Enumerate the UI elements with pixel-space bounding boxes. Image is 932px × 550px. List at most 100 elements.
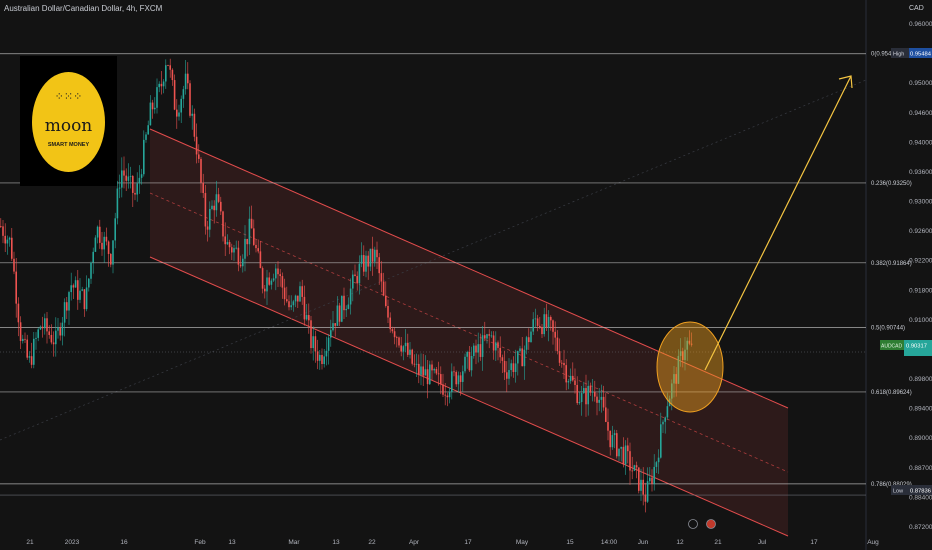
candle-body [605,407,607,422]
candle-body [314,336,317,352]
fib-level-label: 0.5(0.90744) [871,325,905,331]
candle-body [55,330,57,345]
candle-body [380,273,383,282]
candle-body [602,396,605,408]
candle-body [492,335,495,351]
x-tick-label: Jul [758,539,767,546]
y-tick-label: 0.88400 [909,494,932,501]
candle-body [649,477,651,482]
candle-body [323,356,325,365]
candle-body [118,187,121,189]
candle-body [13,258,15,272]
candle-body [222,211,224,237]
candle-body [611,435,614,448]
y-tick-label: 0.91000 [909,317,932,324]
candle-body [563,362,565,366]
candle-body [140,174,143,178]
candle-body [528,337,530,343]
candle-body [305,315,308,320]
candle-body [413,363,416,365]
candle-body [332,323,334,331]
candle-body [655,462,658,467]
candle-body [453,371,455,373]
candle-body [228,242,231,248]
candle-body [266,277,268,292]
high-marker-tag [891,48,909,58]
candle-body [358,263,361,284]
candle-body [497,342,499,348]
candle-body [644,494,647,502]
candle-body [365,255,367,272]
candle-body [149,102,152,126]
flag-event-icon [706,519,716,529]
moon-logo: ⁘⁙⁘ moon SMART MONEY [20,56,117,186]
x-tick-label: 21 [714,539,722,546]
candle-body [277,268,279,275]
low-marker-label: Low [893,489,903,495]
candle-body [431,364,433,371]
candle-body [466,352,468,357]
candle-body [334,323,336,326]
logo-name: moon [44,116,93,136]
candle-body [209,209,211,230]
candle-body [407,342,409,355]
candle-body [81,289,83,291]
candle-body [354,274,356,277]
candle-body [338,305,341,322]
candle-body [499,347,501,358]
candle-body [246,238,248,245]
candle-body [180,98,182,113]
candle-body [374,249,376,262]
x-tick-label: 13 [228,539,236,546]
candle-body [156,87,158,108]
candle-body [112,240,114,265]
candle-body [545,314,548,328]
candle-body [336,305,339,326]
candle-body [127,176,130,181]
candle-body [270,280,273,285]
candle-body [514,363,517,372]
candle-body [114,218,116,241]
candle-body [244,238,246,259]
candle-body [220,201,222,212]
candle-body [17,303,20,323]
candle-body [451,371,453,392]
candles [0,58,693,513]
low-marker-value-box [909,485,932,495]
candle-body [446,395,449,398]
high-marker-value-box [909,48,932,58]
candle-body [347,304,350,309]
candle-body [235,247,237,249]
x-tick-label: 14:00 [601,539,618,546]
candle-body [46,318,48,332]
channel-upper-line [149,128,789,409]
candle-body [88,278,90,288]
candle-body [684,349,686,361]
candle-body [501,357,504,361]
logo-dots-icon: ⁘⁙⁘ [54,91,83,103]
candle-body [510,363,512,371]
candle-body [574,380,576,385]
candle-body [594,391,596,397]
x-tick-label: Aug [867,539,879,546]
candle-body [187,73,189,84]
candle-body [59,327,61,336]
candle-body [569,375,572,382]
candle-body [308,315,310,321]
candle-body [686,340,688,350]
candle-body [191,113,193,116]
candle-body [638,467,640,491]
candle-body [198,154,200,159]
candle-body [616,433,618,457]
candle-body [288,301,290,308]
candle-body [325,350,328,357]
candle-body [301,286,303,297]
candle-body [215,194,218,211]
candle-body [389,317,391,330]
candle-body [286,299,288,302]
candle-body [552,320,554,332]
candle-body [61,322,64,336]
candle-body [310,320,312,349]
candle-body [85,287,88,310]
candle-body [391,329,394,332]
